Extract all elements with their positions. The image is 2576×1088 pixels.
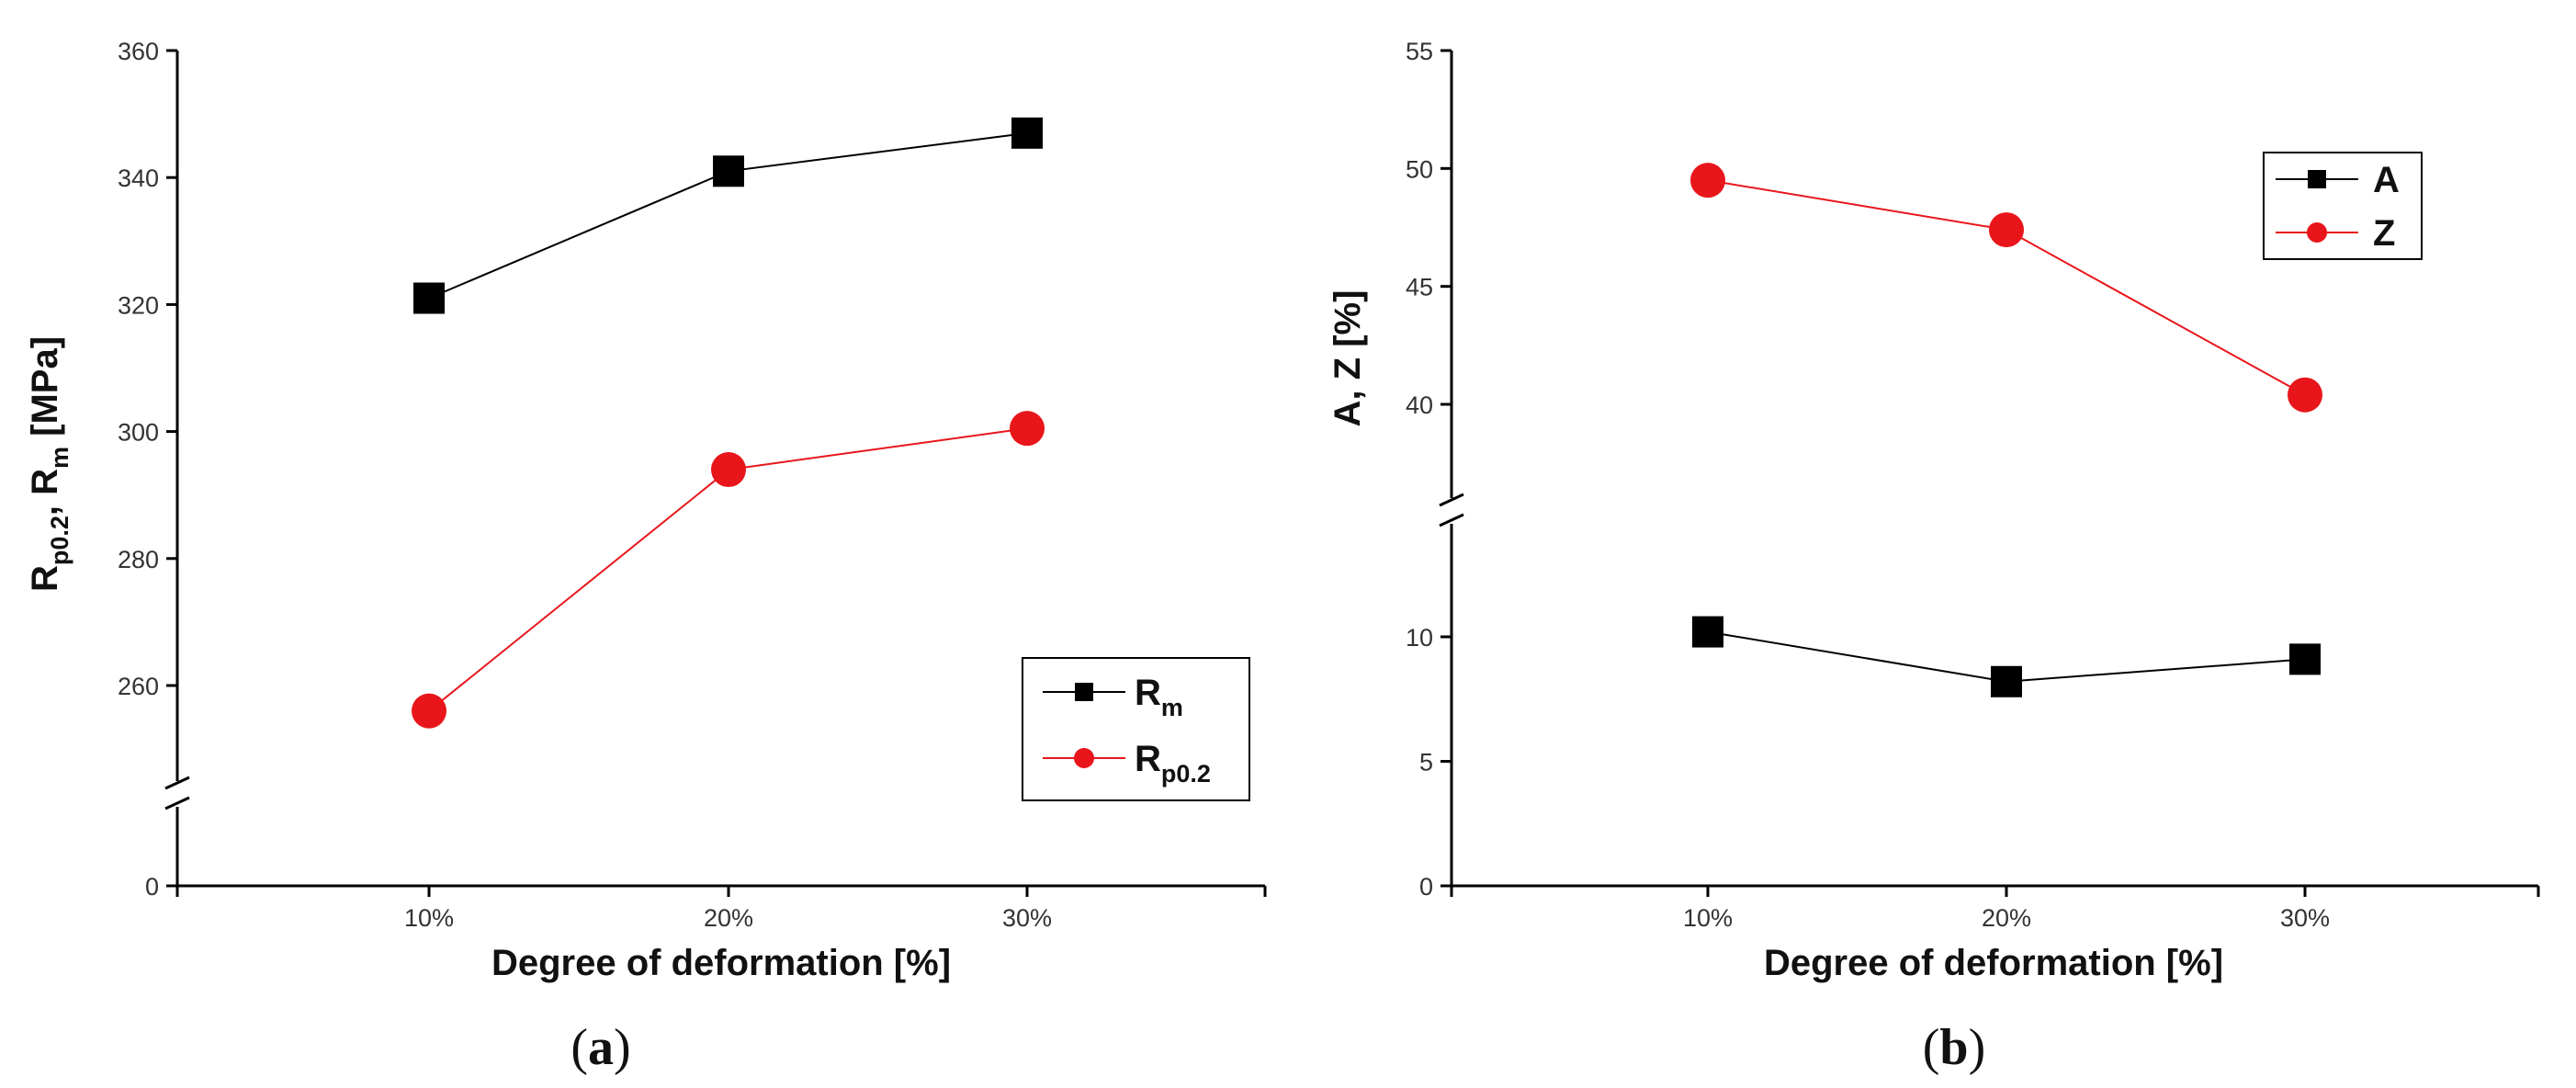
chart-b-y-tick-label: 50 [1406, 155, 1433, 183]
chart-b-point-a-0 [1692, 616, 1723, 648]
chart-b-y-tick-label: 40 [1406, 391, 1433, 419]
chart-a-legend-box [1022, 657, 1250, 801]
chart-b-x-tick-label: 10% [1683, 904, 1733, 932]
panel-label-a: (a) [571, 1019, 630, 1076]
svg-text:A: A [2373, 160, 2400, 200]
chart-a-point-rp02-1 [711, 452, 746, 488]
chart-a-point-rp02-0 [412, 693, 446, 729]
chart-a-y-ticks: 0 260 280 300 320 340 360 [118, 38, 177, 901]
chart-b-legend-box [2263, 152, 2423, 260]
chart-a-x-tick-label: 10% [404, 904, 454, 932]
chart-b-point-a-1 [1991, 665, 2022, 697]
chart-b-y-ticks: 0 5 10 40 45 50 55 [1406, 38, 1452, 901]
chart-b-y-tick-label: 55 [1406, 38, 1433, 65]
chart-a-point-rp02-2 [1010, 411, 1045, 447]
square-marker-icon [1075, 683, 1093, 701]
chart-a-x-tick-label: 20% [704, 904, 753, 932]
chart-b-y-tick-label: 5 [1419, 749, 1433, 776]
chart-a-y-tick-label: 360 [118, 38, 159, 65]
chart-a-y-tick-label: 320 [118, 291, 159, 319]
chart-a-y-tick-label: 260 [118, 673, 159, 700]
chart-b-point-z-2 [2288, 377, 2322, 413]
chart-b-x-tick-label: 30% [2280, 904, 2330, 932]
chart-a-point-rm-1 [713, 155, 744, 187]
svg-text:Rm: Rm [1135, 673, 1183, 721]
chart-b-a-z: 0 5 10 40 45 50 55 10% 20% 30% Degree of deforma… [1328, 38, 2540, 1076]
chart-a-axis-break-marks [164, 776, 190, 810]
chart-a-x-ticks: 10% 20% 30% [175, 886, 1267, 932]
chart-a-y-tick-label: 280 [118, 546, 159, 573]
panel-label-b: (b) [1923, 1019, 1985, 1076]
chart-b-y-tick-label: 10 [1406, 624, 1433, 652]
chart-b-legend-item-a: A [2276, 160, 2400, 200]
chart-b-x-tick-label: 20% [1982, 904, 2031, 932]
square-marker-icon [2308, 170, 2326, 188]
chart-b-x-ticks: 10% 20% 30% [1450, 886, 2540, 932]
svg-text:Z: Z [2373, 213, 2395, 254]
chart-a-y-tick-label: 300 [118, 419, 159, 447]
chart-b-series [1690, 163, 2322, 697]
chart-a-point-rm-2 [1011, 117, 1043, 149]
chart-b-point-z-0 [1690, 163, 1725, 198]
chart-a-axes [164, 51, 1265, 888]
chart-b-x-axis-label: Degree of deformation [%] [1764, 943, 2223, 983]
chart-a-legend-item-rm: Rm [1043, 673, 1183, 721]
chart-a-legend-item-rp02: Rp0.2 [1043, 739, 1211, 788]
circle-marker-icon [1074, 748, 1094, 768]
circle-marker-icon [2307, 222, 2327, 243]
chart-a-y-tick-label: 340 [118, 164, 159, 192]
chart-a-y-tick-label: 0 [145, 873, 159, 901]
svg-text:Rp0.2: Rp0.2 [1135, 739, 1211, 788]
chart-b-axes [1439, 51, 2538, 888]
chart-a-x-axis-label: Degree of deformation [%] [491, 943, 951, 983]
chart-a-rm-rp02: 0 260 280 300 320 340 360 10% 20% 30% Degree of … [25, 38, 1267, 1076]
chart-b-axis-break-marks [1439, 493, 1464, 527]
chart-a-series [412, 117, 1045, 729]
chart-b-point-a-2 [2289, 643, 2321, 675]
chart-a-y-axis-label: Rp0.2, Rm [MPa] [25, 336, 73, 592]
chart-a-x-tick-label: 30% [1002, 904, 1052, 932]
chart-b-y-tick-label: 45 [1406, 274, 1433, 301]
chart-a-point-rm-0 [413, 282, 445, 314]
chart-b-y-tick-label: 0 [1419, 873, 1433, 901]
chart-a-legend: Rm Rp0.2 [1022, 657, 1250, 801]
chart-b-point-z-1 [1989, 212, 2024, 248]
chart-b-legend: A Z [2263, 152, 2423, 260]
chart-b-legend-item-z: Z [2276, 213, 2395, 254]
chart-b-y-axis-label: A, Z [%] [1328, 290, 1368, 427]
